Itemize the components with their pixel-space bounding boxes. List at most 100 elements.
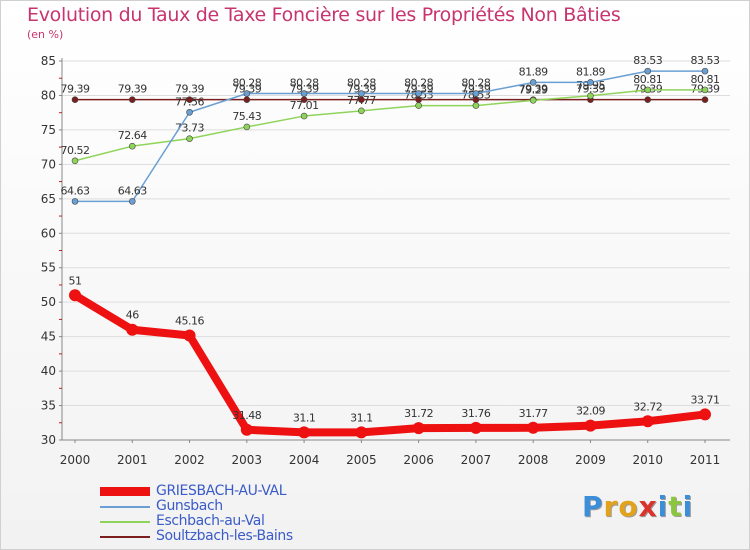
data-point [644, 86, 652, 94]
logo-letter: o [618, 490, 639, 523]
data-point [298, 426, 311, 439]
logo-letter: x [638, 490, 658, 523]
data-point [472, 102, 480, 109]
data-label: 77.56 [175, 95, 204, 108]
data-point [128, 198, 136, 205]
x-tick-label: 2003 [232, 453, 263, 467]
y-tick-label: 60 [41, 226, 56, 240]
y-tick-label: 70 [41, 157, 56, 171]
data-label: 31.76 [461, 407, 490, 420]
data-point [71, 96, 79, 103]
y-tick-label: 45 [41, 330, 56, 344]
logo-letter: i [682, 490, 694, 523]
x-tick-label: 2007 [461, 453, 492, 467]
data-label: 79.39 [404, 83, 433, 96]
data-point [128, 142, 136, 150]
x-tick-label: 2010 [632, 453, 663, 467]
data-label: 31.48 [232, 409, 261, 422]
data-point [527, 421, 540, 434]
data-label: 64.63 [118, 184, 147, 197]
data-point [183, 329, 196, 342]
data-label: 32.09 [576, 405, 605, 418]
x-tick-label: 2000 [60, 453, 91, 467]
data-label: 83.53 [633, 54, 662, 67]
legend-swatch-eschbach [100, 521, 150, 523]
data-point [128, 96, 136, 103]
y-tick-label: 40 [41, 364, 56, 378]
y-tick-label: 65 [41, 192, 56, 206]
x-tick-label: 2011 [690, 453, 721, 467]
data-point [243, 96, 251, 103]
legend-label: Gunsbach [156, 498, 223, 514]
data-point [529, 97, 537, 104]
legend-label: Soultzbach-les-Bains [156, 528, 293, 544]
data-label: 64.63 [61, 184, 90, 197]
data-label: 33.71 [691, 393, 720, 406]
data-label: 79.29 [519, 83, 548, 96]
series-line-gunsbach [74, 70, 706, 203]
data-label: 80.81 [691, 73, 720, 86]
data-label: 31.1 [293, 411, 316, 424]
data-label: 31.72 [404, 407, 433, 420]
legend-label: Eschbach-au-Val [156, 513, 265, 529]
data-point [69, 289, 81, 302]
data-label: 81.89 [519, 65, 548, 78]
data-point [71, 198, 79, 205]
data-point [701, 96, 709, 103]
data-point [186, 108, 193, 116]
data-point [358, 107, 365, 115]
data-label: 83.53 [691, 54, 720, 67]
data-label: 31.1 [350, 411, 373, 424]
x-tick-label: 2008 [518, 453, 549, 467]
data-point [243, 123, 251, 131]
data-point [355, 426, 368, 439]
data-point [644, 96, 652, 103]
data-point [699, 408, 711, 421]
data-label: 81.89 [576, 65, 605, 78]
y-tick-label: 30 [41, 433, 56, 447]
y-tick-label: 55 [41, 261, 56, 275]
data-point [641, 415, 654, 428]
data-label: 79.39 [347, 83, 376, 96]
x-tick-label: 2005 [346, 453, 377, 467]
data-point [644, 67, 652, 75]
data-label: 80.81 [633, 73, 662, 86]
series-line-griesbach-au-val [71, 291, 709, 437]
data-point [415, 90, 422, 97]
data-label: 79.39 [175, 83, 204, 96]
data-point [186, 135, 193, 142]
y-tick-label: 80 [41, 88, 56, 102]
data-point [469, 421, 482, 434]
data-label: 80.28 [347, 77, 376, 90]
data-label: 79.39 [290, 83, 319, 96]
data-point [300, 90, 308, 97]
y-tick-label: 50 [41, 295, 56, 309]
x-tick-label: 2009 [575, 453, 606, 467]
y-tick-label: 35 [41, 399, 56, 413]
legend-swatch-gunsbach [100, 506, 150, 508]
chart-title: Evolution du Taux de Taxe Foncière sur l… [27, 4, 621, 26]
data-point [126, 323, 139, 336]
data-label: 72.64 [118, 129, 147, 142]
proxiti-logo: Proxiti [582, 490, 693, 523]
data-point [701, 67, 709, 75]
data-point [412, 422, 425, 435]
data-label: 31.77 [519, 407, 548, 420]
data-point [240, 423, 253, 436]
y-tick-label: 85 [41, 54, 56, 68]
logo-letter: t [668, 490, 683, 523]
logo-letter: P [582, 490, 604, 523]
legend-swatch-soultzbach [100, 536, 150, 538]
data-point [71, 157, 79, 165]
data-point [243, 90, 251, 97]
data-point [415, 102, 422, 109]
data-label: 32.72 [633, 400, 662, 413]
data-point [587, 92, 594, 100]
y-tick-label: 75 [41, 123, 56, 137]
x-tick-label: 2001 [117, 453, 148, 467]
data-point [472, 90, 480, 97]
logo-letter: i [657, 490, 669, 523]
data-point [358, 90, 365, 97]
logo-letter: r [603, 490, 619, 523]
